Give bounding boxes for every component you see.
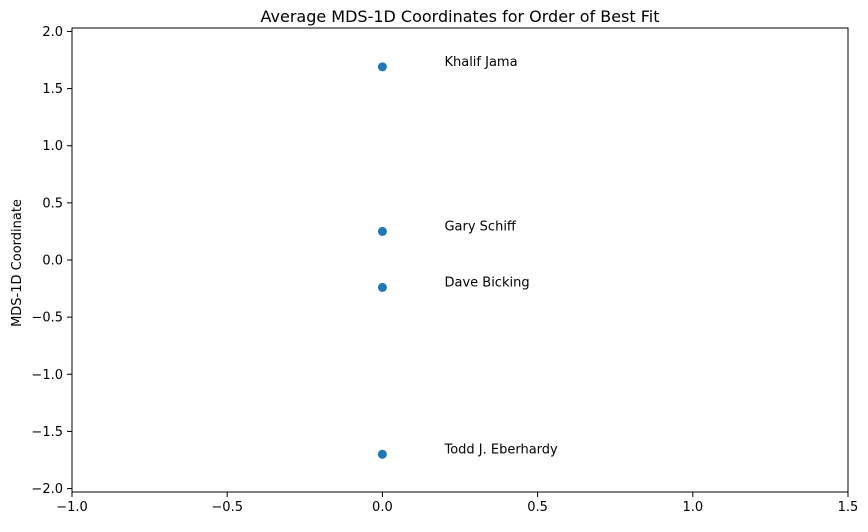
data-point <box>377 62 387 72</box>
point-label: Gary Schiff <box>444 219 516 234</box>
y-tick-label: 0.0 <box>42 254 63 269</box>
y-tick-label: 1.5 <box>42 82 63 97</box>
point-label: Todd J. Eberhardy <box>443 442 558 457</box>
x-tick-label: 1.5 <box>838 500 859 515</box>
point-label: Khalif Jama <box>444 55 517 70</box>
x-tick-label: 1.0 <box>682 500 703 515</box>
y-tick-label: −1.0 <box>31 368 63 383</box>
y-tick-label: 1.0 <box>42 139 63 154</box>
point-label: Dave Bicking <box>444 275 529 290</box>
y-tick-label: 2.0 <box>42 25 63 40</box>
y-axis-title: MDS-1D Coordinate <box>10 199 25 327</box>
y-tick-label: −0.5 <box>31 311 63 326</box>
data-points <box>377 62 387 459</box>
chart-title: Average MDS-1D Coordinates for Order of … <box>261 7 660 26</box>
data-point <box>377 449 387 459</box>
y-tick-label: −2.0 <box>31 482 63 497</box>
x-axis: −1.0 −0.5 0.0 0.5 1.0 1.5 <box>56 492 858 515</box>
data-point <box>377 282 387 292</box>
x-tick-label: 0.5 <box>527 500 548 515</box>
data-point <box>377 226 387 236</box>
y-axis: −2.0 −1.5 −1.0 −0.5 0.0 0.5 1.0 1.5 2.0 <box>31 25 72 497</box>
y-tick-label: −1.5 <box>31 425 63 440</box>
plot-area-frame <box>71 27 849 493</box>
point-labels: Khalif Jama Gary Schiff Dave Bicking Todd J… <box>443 55 558 457</box>
x-tick-label: 0.0 <box>372 500 393 515</box>
y-tick-label: 0.5 <box>42 196 63 211</box>
x-tick-label: −0.5 <box>211 500 243 515</box>
x-tick-label: −1.0 <box>56 500 88 515</box>
